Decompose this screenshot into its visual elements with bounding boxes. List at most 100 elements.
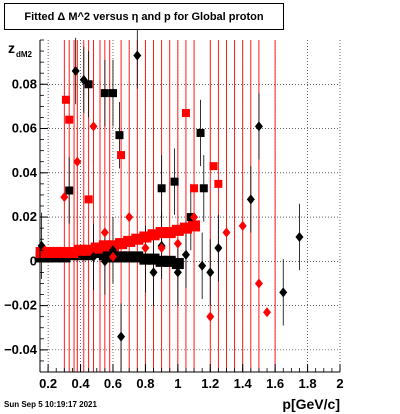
y-tick-label: 0 — [30, 253, 37, 268]
diamond-marker — [117, 331, 126, 342]
diamond-marker — [89, 251, 98, 262]
x-tick-label: 1.6 — [266, 376, 284, 391]
black-band-marker — [123, 251, 136, 263]
diamond-marker — [40, 245, 49, 256]
black-band-marker — [155, 255, 168, 267]
square-marker — [100, 89, 109, 98]
red-band-marker — [188, 220, 201, 232]
y-tick-label: −0.04 — [4, 342, 38, 357]
diamond-marker — [141, 243, 150, 254]
x-tick-label: 2 — [336, 376, 343, 391]
y-tick-label: 0.08 — [12, 76, 37, 91]
square-marker — [190, 184, 199, 193]
square-marker — [108, 89, 117, 98]
diamond-marker — [108, 245, 117, 256]
black-band-marker — [147, 253, 160, 265]
square-marker — [65, 115, 74, 124]
black-band-marker — [171, 258, 184, 270]
diamond-marker — [190, 212, 199, 223]
y-axis-label: zdM2 — [8, 40, 32, 60]
square-marker — [61, 95, 70, 104]
diamond-marker — [198, 260, 207, 271]
diamond-marker — [89, 121, 98, 132]
x-tick-label: 0.2 — [39, 376, 57, 391]
red-band-marker — [131, 233, 144, 245]
red-band-marker — [58, 246, 71, 259]
square-marker — [65, 186, 74, 195]
red-band-marker — [171, 224, 184, 236]
square-marker — [181, 109, 190, 118]
x-tick-label: 1.4 — [234, 376, 253, 391]
red-band-marker — [139, 231, 152, 243]
square-marker — [84, 80, 93, 89]
diamond-marker — [254, 278, 263, 289]
diamond-marker — [173, 238, 182, 249]
red-band-marker — [82, 244, 95, 256]
diamond-marker — [206, 267, 215, 278]
square-marker — [196, 128, 205, 137]
red-band-marker — [90, 242, 103, 254]
diamond-marker — [100, 227, 109, 238]
diamond-marker — [157, 243, 166, 254]
y-tick-label: −0.02 — [4, 298, 37, 313]
red-band-marker — [147, 229, 160, 241]
x-axis-label: p[GeV/c] — [282, 396, 340, 412]
plot-area — [40, 40, 340, 372]
diamond-marker — [246, 194, 255, 205]
diamond-marker — [214, 243, 223, 254]
diamond-marker — [71, 65, 80, 76]
x-tick-label: 1 — [174, 376, 181, 391]
square-marker — [117, 151, 126, 160]
red-band-marker — [179, 222, 192, 234]
red-band-marker — [50, 246, 63, 259]
black-band-marker — [163, 255, 176, 267]
red-band-marker — [35, 246, 48, 259]
square-marker — [199, 184, 208, 193]
square-marker — [157, 184, 166, 193]
x-tick-label: 1.8 — [299, 376, 317, 391]
y-tick-label: 0.04 — [12, 165, 38, 180]
chart-title: Fitted Δ M^2 versus η and p for Global p… — [4, 3, 284, 30]
red-band-marker — [115, 238, 128, 250]
black-band-marker — [131, 251, 144, 263]
black-band-marker — [115, 251, 128, 263]
y-tick-label: 0.06 — [12, 121, 37, 136]
red-band-marker — [66, 246, 79, 259]
red-band-marker — [98, 240, 111, 252]
diamond-marker — [108, 251, 117, 262]
diamond-marker — [100, 256, 109, 267]
diamond-marker — [73, 156, 82, 167]
diamond-marker — [238, 220, 247, 231]
square-marker — [170, 177, 179, 186]
x-tick-label: 1.2 — [201, 376, 219, 391]
x-tick-label: 0.8 — [136, 376, 154, 391]
x-tick-label: 0.6 — [104, 376, 122, 391]
diamond-marker — [295, 231, 304, 242]
diamond-marker — [173, 267, 182, 278]
diamond-marker — [263, 307, 272, 318]
diamond-marker — [206, 311, 215, 322]
diamond-marker — [125, 212, 134, 223]
diamond-marker — [222, 227, 231, 238]
diamond-marker — [279, 287, 288, 298]
red-band-marker — [123, 235, 136, 247]
diamond-marker — [141, 254, 150, 265]
red-band-marker — [155, 227, 168, 239]
square-marker — [115, 131, 124, 140]
diamond-marker — [133, 50, 142, 61]
red-band-marker — [163, 227, 176, 239]
diamond-marker — [60, 192, 69, 203]
red-band-marker — [74, 244, 87, 256]
square-marker — [84, 195, 93, 204]
diamond-marker — [254, 121, 263, 132]
y-tick-label: 0.02 — [12, 209, 37, 224]
diamond-marker — [149, 267, 158, 278]
red-band-marker — [42, 246, 55, 259]
timestamp-footer: Sun Sep 5 10:19:17 2021 — [4, 400, 97, 409]
x-tick-label: 0.4 — [72, 376, 91, 391]
square-marker — [209, 162, 218, 171]
black-band-marker — [98, 249, 111, 261]
square-marker — [214, 179, 223, 188]
diamond-marker — [181, 249, 190, 260]
